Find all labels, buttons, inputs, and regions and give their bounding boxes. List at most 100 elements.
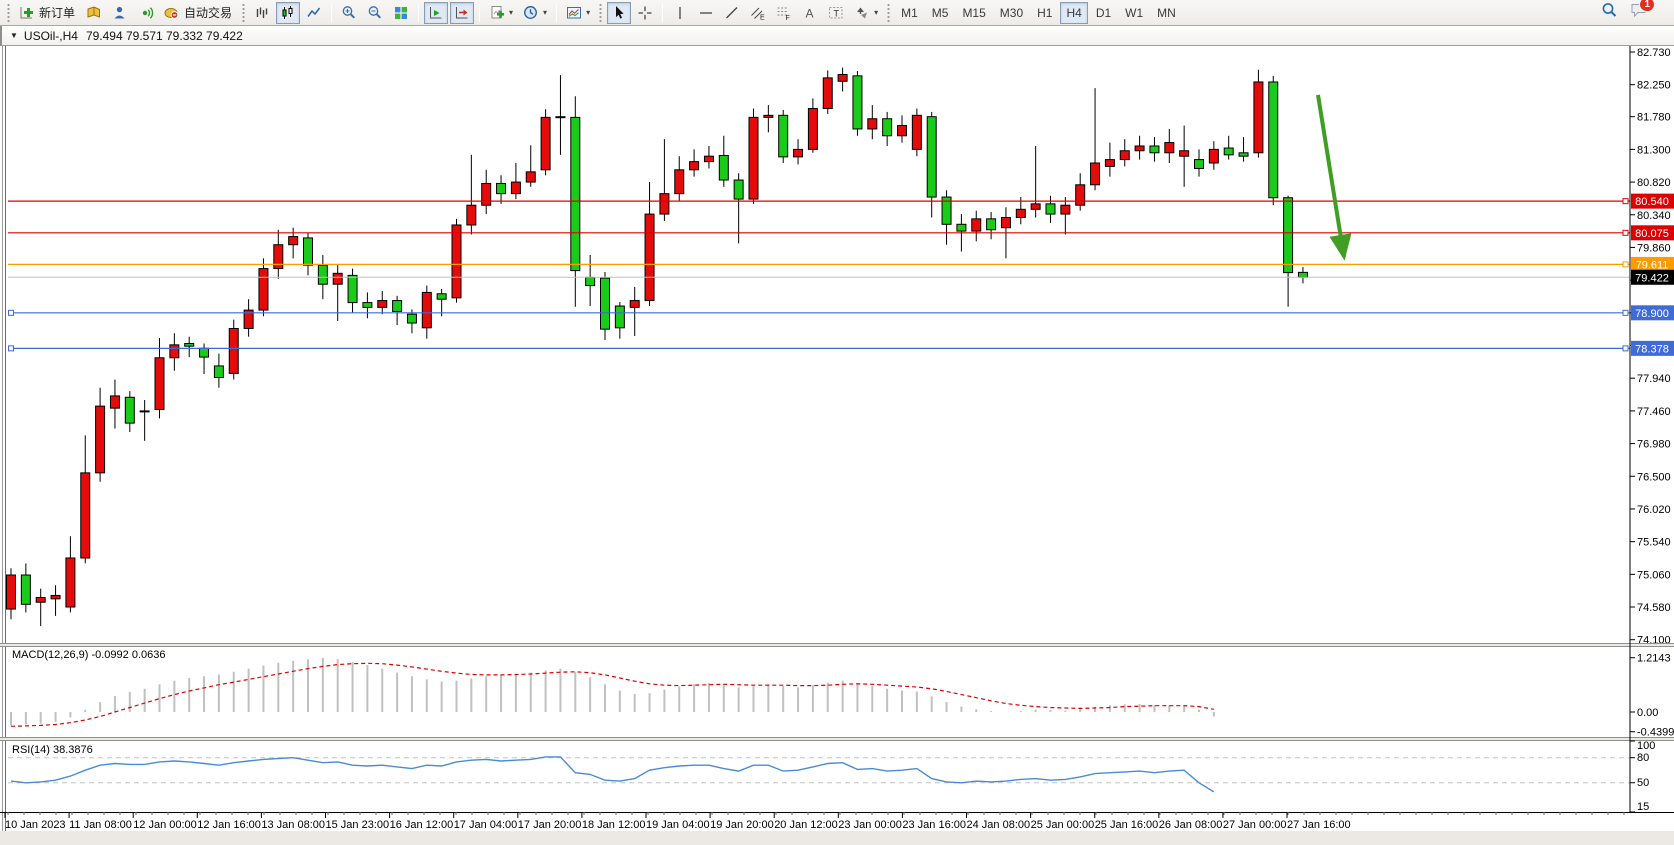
clock-icon <box>523 5 539 21</box>
price-chart-svg[interactable]: 82.730 82.250 81.780 81.300 80.820 80.340 79.8… <box>0 30 1674 845</box>
time-label: 25 Jan 16:00 <box>1095 819 1159 831</box>
timeframe-h1-button[interactable]: H1 <box>1031 2 1058 24</box>
time-axis[interactable]: 10 Jan 2023 11 Jan 08:00 12 Jan 00:00 12 Ja… <box>4 812 1625 831</box>
candles-icon <box>280 5 296 21</box>
toolbar-separator <box>479 3 481 22</box>
hline-handle-left[interactable] <box>8 345 14 352</box>
candle-body <box>139 410 150 413</box>
hline-handle-left[interactable] <box>8 309 14 316</box>
crosshair-button[interactable] <box>633 2 657 24</box>
candle-body <box>243 309 254 329</box>
svg-text:80.820: 80.820 <box>1637 177 1671 189</box>
candle-body <box>303 237 313 266</box>
rsi-label: RSI(14) 38.3876 <box>12 744 93 756</box>
new-order-button[interactable]: 新订单 <box>15 2 80 24</box>
hline-handle-right[interactable] <box>1622 261 1629 268</box>
svg-text:F: F <box>786 15 790 21</box>
candle-body <box>926 116 937 198</box>
market-depth-button[interactable] <box>82 2 106 24</box>
templates-dropdown-icon[interactable]: ▾ <box>586 8 591 17</box>
time-label: 16 Jan 12:00 <box>390 819 454 831</box>
hline-handle-right[interactable] <box>1622 345 1629 352</box>
candle-body <box>1179 150 1190 157</box>
candle-body <box>466 204 477 226</box>
time-label: 17 Jan 04:00 <box>454 819 518 831</box>
panel-splitter-2[interactable] <box>0 737 1674 741</box>
notifications-icon[interactable]: 1 <box>1630 0 1655 23</box>
periods-button[interactable]: ▾ <box>519 2 551 24</box>
fibonacci-tool-button[interactable]: F <box>772 2 796 24</box>
price-badge-78.900: 78.900 <box>1631 305 1674 321</box>
candle-body <box>911 114 922 150</box>
tile-windows-button[interactable] <box>389 2 413 24</box>
timeframe-h4-button[interactable]: H4 <box>1060 1 1088 24</box>
trend-annotation-arrow[interactable] <box>1316 94 1352 261</box>
new-chart-button[interactable]: ▾ <box>485 2 517 24</box>
channel-icon: E <box>750 5 766 21</box>
candle-body <box>1030 203 1041 210</box>
equidistant-channel-tool-button[interactable]: E <box>746 2 770 24</box>
arrows-tool-button[interactable]: ▾ <box>850 2 882 24</box>
timeframe-m15-button[interactable]: M15 <box>956 2 991 24</box>
hline-handle-right[interactable] <box>1622 198 1629 205</box>
candle-body <box>6 574 16 610</box>
candle-body <box>496 182 507 195</box>
toolbar-separator <box>556 3 558 22</box>
zoom-out-button[interactable] <box>363 2 387 24</box>
trendline-icon <box>724 5 740 21</box>
timeframe-w1-button[interactable]: W1 <box>1119 2 1149 24</box>
line-chart-mode-button[interactable] <box>302 2 326 24</box>
auto-scroll-button[interactable] <box>424 1 449 24</box>
chart-menu-icon[interactable]: ▼ <box>10 31 18 40</box>
candle-body <box>1090 162 1101 186</box>
vline-icon <box>672 5 688 21</box>
timeframe-m5-button[interactable]: M5 <box>926 2 955 24</box>
auto-trading-button[interactable]: 自动交易 <box>160 2 237 24</box>
crosshair-icon <box>637 5 653 21</box>
timeframe-m30-button[interactable]: M30 <box>994 2 1029 24</box>
chart-background <box>0 46 1674 831</box>
panel-splitter-1[interactable] <box>0 643 1674 646</box>
candle-body <box>689 161 700 171</box>
hline-handle-right[interactable] <box>1622 309 1629 316</box>
text-label-tool-button[interactable]: T <box>824 2 848 24</box>
candle-chart-mode-button[interactable] <box>276 1 301 24</box>
cursor-button[interactable] <box>607 1 632 24</box>
zoom-in-button[interactable] <box>337 2 361 24</box>
search-icon[interactable] <box>1601 2 1618 24</box>
timeframe-mn-button[interactable]: MN <box>1151 2 1182 24</box>
horizontal-line-tool-button[interactable] <box>694 2 718 24</box>
chart-shift-button[interactable] <box>450 1 475 24</box>
svg-text:79.860: 79.860 <box>1637 242 1671 254</box>
arrows-tool-dropdown-icon[interactable]: ▾ <box>874 8 879 17</box>
svg-text:77.940: 77.940 <box>1637 373 1671 385</box>
vertical-line-tool-button[interactable] <box>668 2 692 24</box>
candle-body <box>362 302 373 308</box>
hline-handle-right[interactable] <box>1622 229 1629 236</box>
svg-text:T: T <box>834 8 840 18</box>
svg-text:74.580: 74.580 <box>1637 602 1671 614</box>
svg-text:80.540: 80.540 <box>1635 196 1669 208</box>
candle-body <box>1208 148 1219 164</box>
tile-icon <box>393 5 409 21</box>
price-badge-78.378: 78.378 <box>1631 340 1674 356</box>
person-icon <box>112 5 128 21</box>
time-label: 13 Jan 08:00 <box>261 819 325 831</box>
timeframe-m1-button[interactable]: M1 <box>895 2 924 24</box>
candle-body <box>778 114 789 158</box>
templates-button[interactable]: ▾ <box>562 2 594 24</box>
toolbar-separator <box>331 3 333 22</box>
svg-text:76.980: 76.980 <box>1637 439 1671 451</box>
broadcast-icon <box>138 5 154 21</box>
timeframe-d1-button[interactable]: D1 <box>1090 2 1117 24</box>
signals-button[interactable] <box>134 2 158 24</box>
new-chart-dropdown-icon[interactable]: ▾ <box>509 8 514 17</box>
periods-dropdown-icon[interactable]: ▾ <box>543 8 548 17</box>
svg-text:76.020: 76.020 <box>1637 504 1671 516</box>
text-tool-button[interactable]: A <box>798 2 822 24</box>
community-button[interactable] <box>108 2 132 24</box>
candle-body <box>1134 145 1145 152</box>
trendline-tool-button[interactable] <box>720 2 744 24</box>
time-label: 23 Jan 16:00 <box>902 819 966 831</box>
bar-chart-mode-button[interactable] <box>250 2 274 24</box>
